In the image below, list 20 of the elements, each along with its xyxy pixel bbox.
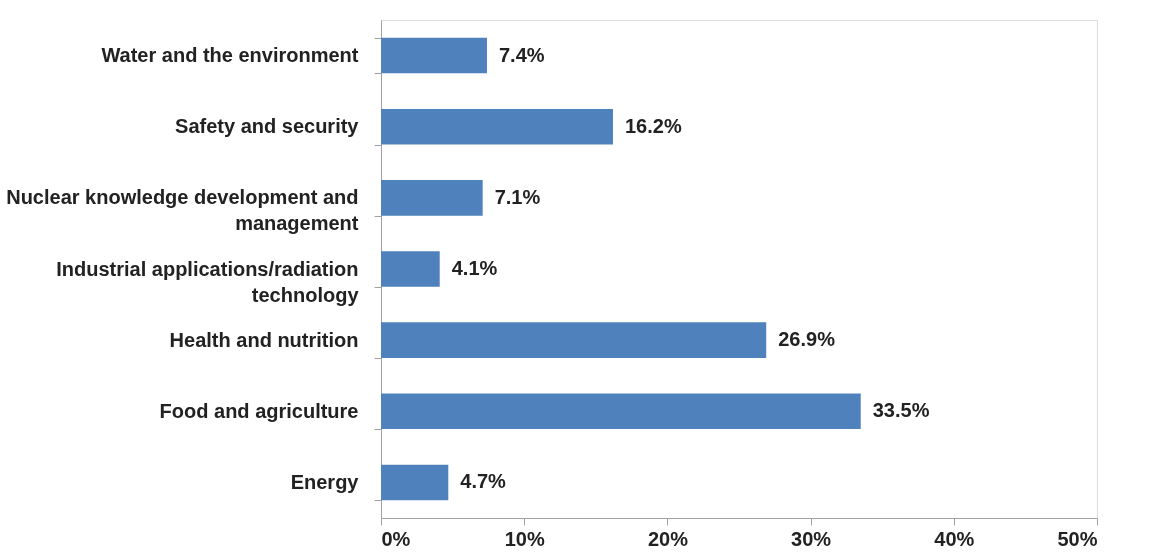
y-tick-label: Water and the environment — [101, 44, 359, 67]
y-tick-label: Industrial applications/radiation technology — [56, 257, 360, 306]
data-label: 4.7% — [460, 470, 507, 493]
data-label: 26.9% — [778, 328, 836, 351]
y-tick-label: Food and agriculture — [159, 399, 359, 422]
x-tick-label: 20% — [647, 527, 689, 550]
data-label: 4.1% — [451, 257, 498, 279]
x-tick-label: 0% — [381, 527, 411, 550]
data-label: 33.5% — [872, 399, 930, 422]
x-tick-label: 30% — [791, 527, 832, 550]
y-tick-label: Nuclear knowledge development and management — [6, 186, 359, 235]
x-tick-label: 10% — [504, 527, 545, 550]
x-tick-label: 40% — [934, 527, 975, 550]
x-tick-label: 50% — [1057, 527, 1098, 550]
data-label: 16.2% — [624, 114, 682, 137]
data-label: 7.1% — [494, 185, 541, 208]
data-label: 7.4% — [498, 43, 545, 66]
y-tick-label: Safety and security — [175, 115, 360, 138]
y-tick-label: Energy — [290, 470, 360, 493]
y-tick-label: Health and nutrition — [169, 328, 359, 351]
